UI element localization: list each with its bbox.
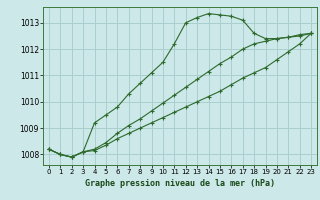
X-axis label: Graphe pression niveau de la mer (hPa): Graphe pression niveau de la mer (hPa) [85,179,275,188]
